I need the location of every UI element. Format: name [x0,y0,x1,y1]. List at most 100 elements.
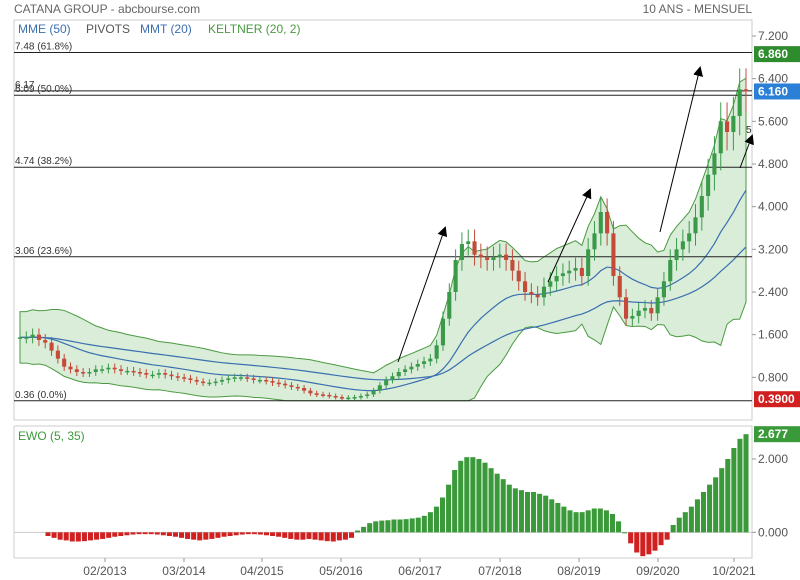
candle-body [560,273,565,276]
candle-body [339,397,345,399]
osc-bar [385,520,391,533]
candle-body [548,281,553,287]
x-tick-label-1: 03/2014 [162,564,206,578]
candle-body [100,369,105,371]
candle-body [554,276,559,282]
candle-body [81,372,86,374]
candle-body [674,249,679,260]
osc-bar [640,532,646,557]
x-tick-label-0: 02/2013 [83,564,127,578]
osc-bar [233,532,239,536]
candle-body [371,390,376,395]
candle-body [87,372,92,374]
candle-body [421,361,427,364]
candle-body [137,372,142,374]
candle-body [213,381,218,384]
osc-bar [737,438,743,533]
osc-bar [482,462,488,533]
candle-body [207,382,212,385]
osc-bar [725,459,731,533]
candle-body [573,268,578,271]
low-price-badge-bg [754,391,800,408]
candle-body [504,254,509,260]
candle-body [238,377,244,379]
osc-bar [51,532,57,538]
trend-arrow [659,66,703,233]
osc-bar [682,512,688,533]
osc-bar [348,532,355,538]
candle-body [194,380,199,382]
osc-bar [172,532,178,537]
osc-bar [361,526,367,533]
candle-body [270,381,275,383]
high-price-badge-bg [754,46,800,63]
candle-body [314,393,319,395]
candle-body [283,383,288,386]
x-tick-label-3: 05/2016 [319,564,363,578]
candle-body [43,340,48,343]
osc-bar [688,506,694,533]
candle-body [131,370,136,373]
osc-bar [100,532,106,539]
y-tick-label-8: 0.800 [758,370,788,384]
candle-body [586,249,591,276]
candle-body [655,297,660,314]
trend-arrow [739,134,754,169]
osc-bar [531,492,537,533]
candle-body [737,89,742,116]
candle-body [522,281,528,292]
candle-body [156,373,161,375]
candle-body [661,281,666,298]
candle-body [163,373,168,375]
candle-body [201,381,206,384]
candle-body [182,377,187,379]
osc-bar [500,479,506,533]
legend-item-0: MME (50) [18,22,71,36]
osc-bar [130,532,136,535]
candle-body [485,257,490,260]
osc-bar [318,532,324,541]
chart-period: 10 ANS - MENSUEL [642,2,752,16]
y-tick-label-3: 4.800 [758,157,788,171]
fib-level-label-1: 6.17 [15,80,35,91]
chart-title: CATANA GROUP - abcbourse.com [14,2,201,16]
candle-body [320,394,326,396]
osc-bar [118,532,124,536]
osc-bar [646,532,652,555]
candle-body [74,369,79,372]
osc-bar [652,532,658,551]
osc-bar [63,532,69,541]
osc-tick-label-0: 2.000 [758,452,788,466]
osc-bar [270,532,276,536]
osc-bar [591,508,597,533]
candle-body [668,260,673,282]
osc-bar [446,484,452,533]
candle-body [295,386,300,389]
candle-body [706,174,711,196]
osc-bar [561,506,567,533]
candle-body [447,292,452,319]
osc-bar [622,532,628,534]
candle-body [699,196,704,218]
candle-body [232,377,237,379]
candle-body [731,116,736,132]
candle-body [30,334,35,338]
candle-body [257,380,262,382]
x-tick-label-6: 08/2019 [557,564,601,578]
osc-bar [306,532,312,539]
candle-body [24,337,29,339]
mmt-20-line [20,189,747,392]
candle-body [598,212,603,234]
osc-title: EWO (5, 35) [18,429,85,443]
candle-body [125,370,130,373]
x-tick-label-4: 06/2017 [398,564,442,578]
y-tick-label-4: 4.000 [758,200,788,214]
osc-bar [719,468,725,533]
osc-bar [549,499,555,533]
osc-bar [713,477,719,533]
osc-bar [585,510,591,533]
candle-body [396,372,401,377]
osc-bar [209,532,215,539]
keltner-band [19,77,747,402]
osc-bar [312,532,318,540]
